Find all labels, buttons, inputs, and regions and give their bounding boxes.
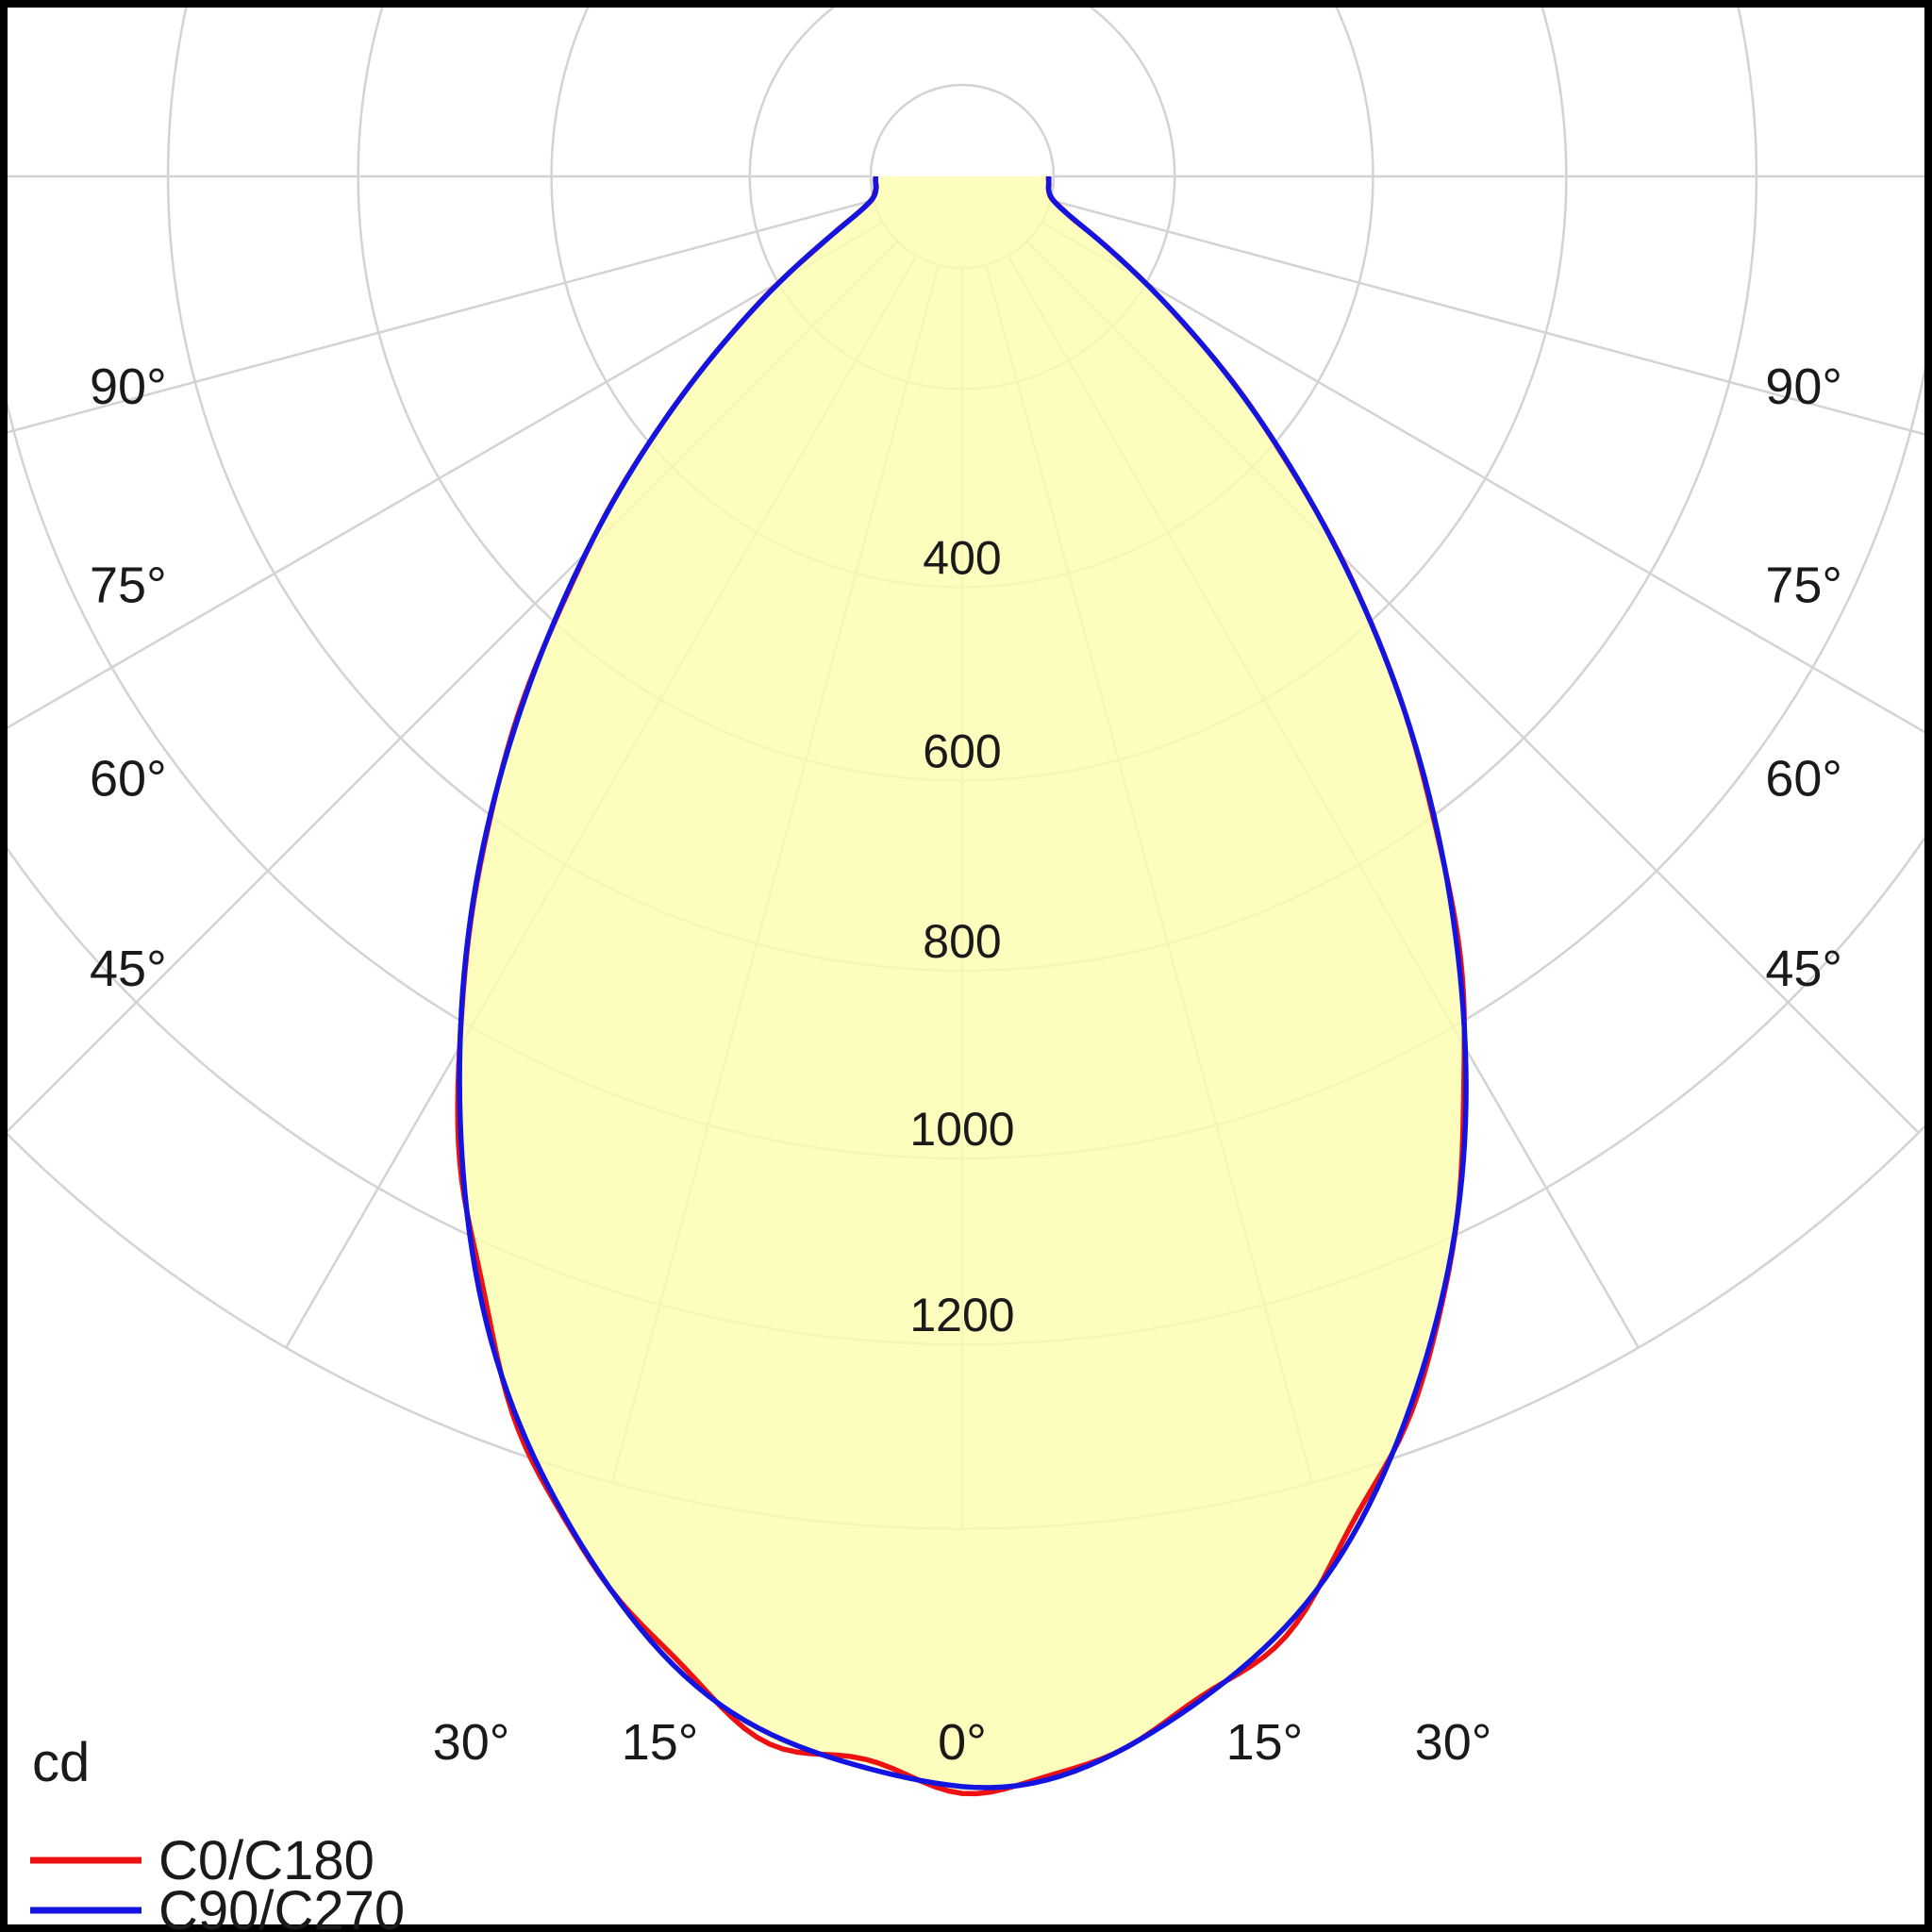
svg-text:C90/C270: C90/C270: [158, 1880, 405, 1932]
svg-text:75°: 75°: [1765, 557, 1842, 613]
svg-text:800: 800: [923, 915, 1001, 968]
svg-text:400: 400: [923, 531, 1001, 584]
svg-text:60°: 60°: [1765, 750, 1842, 807]
svg-text:90°: 90°: [1765, 358, 1842, 415]
svg-text:1000: 1000: [909, 1103, 1014, 1156]
svg-text:15°: 15°: [622, 1714, 699, 1771]
svg-text:75°: 75°: [90, 557, 167, 613]
svg-text:30°: 30°: [1415, 1714, 1492, 1771]
svg-text:45°: 45°: [90, 941, 167, 997]
svg-text:1200: 1200: [909, 1289, 1014, 1341]
svg-text:0°: 0°: [938, 1714, 987, 1771]
svg-text:60°: 60°: [90, 750, 167, 807]
svg-text:600: 600: [923, 724, 1001, 777]
svg-text:90°: 90°: [90, 358, 167, 415]
svg-text:45°: 45°: [1765, 941, 1842, 997]
svg-text:30°: 30°: [433, 1714, 510, 1771]
svg-text:cd: cd: [32, 1732, 90, 1793]
svg-text:15°: 15°: [1226, 1714, 1304, 1771]
